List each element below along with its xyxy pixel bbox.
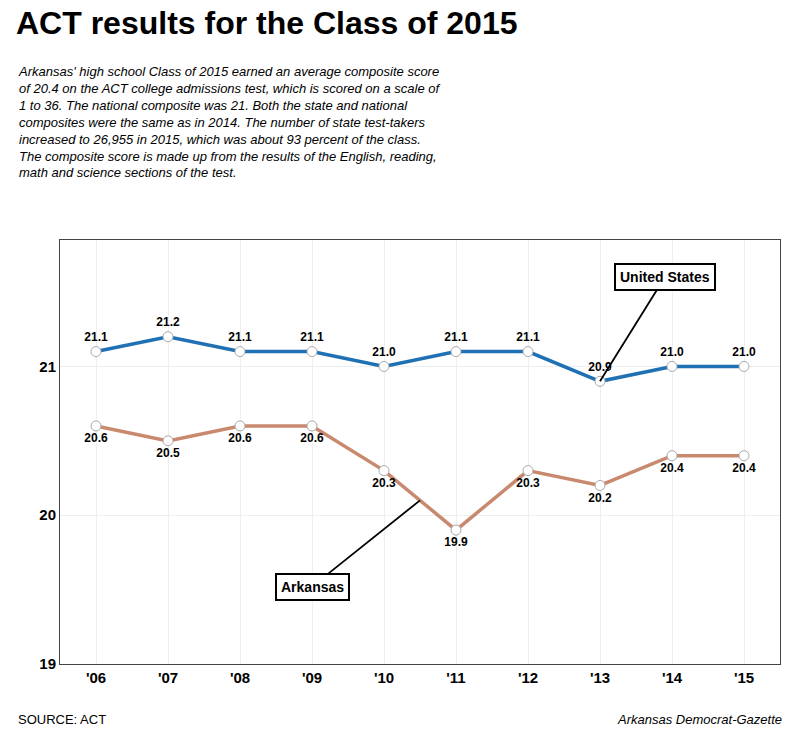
svg-text:'10: '10	[374, 669, 394, 686]
svg-text:21: 21	[39, 358, 56, 375]
svg-text:21.1: 21.1	[228, 330, 252, 344]
svg-text:21.1: 21.1	[84, 330, 108, 344]
svg-text:SOURCE: ACT: SOURCE: ACT	[18, 712, 106, 727]
svg-text:20.6: 20.6	[84, 431, 108, 445]
svg-text:'13: '13	[590, 669, 610, 686]
svg-text:Arkansas: Arkansas	[281, 579, 344, 595]
svg-text:19.9: 19.9	[444, 535, 468, 549]
svg-text:20.3: 20.3	[372, 476, 396, 490]
svg-text:20.6: 20.6	[228, 431, 252, 445]
svg-text:20.2: 20.2	[588, 491, 612, 505]
svg-text:20.4: 20.4	[660, 461, 684, 475]
svg-text:'07: '07	[158, 669, 178, 686]
svg-text:'11: '11	[446, 669, 465, 686]
svg-text:21.0: 21.0	[372, 345, 396, 359]
svg-text:'12: '12	[518, 669, 538, 686]
svg-text:20.3: 20.3	[516, 476, 540, 490]
svg-text:'15: '15	[734, 669, 754, 686]
svg-text:'06: '06	[86, 669, 106, 686]
svg-text:ACT results for the Class of 2: ACT results for the Class of 2015	[16, 5, 517, 41]
svg-text:'09: '09	[302, 669, 322, 686]
svg-text:20.6: 20.6	[300, 431, 324, 445]
svg-text:Arkansas Democrat-Gazette: Arkansas Democrat-Gazette	[617, 712, 782, 727]
svg-text:20.5: 20.5	[156, 446, 180, 460]
svg-text:21.1: 21.1	[516, 330, 540, 344]
svg-text:21.1: 21.1	[300, 330, 324, 344]
svg-text:21.2: 21.2	[156, 315, 180, 329]
svg-text:19: 19	[39, 655, 56, 672]
svg-text:'08: '08	[230, 669, 250, 686]
svg-text:21.0: 21.0	[732, 345, 756, 359]
svg-text:20.4: 20.4	[732, 461, 756, 475]
svg-text:21.0: 21.0	[660, 345, 684, 359]
svg-text:20: 20	[39, 506, 56, 523]
svg-text:20.9: 20.9	[588, 360, 612, 374]
svg-text:21.1: 21.1	[444, 330, 468, 344]
svg-text:United States: United States	[620, 269, 710, 285]
svg-text:Arkansas' high school Class of: Arkansas' high school Class of 2015 earn…	[18, 64, 440, 180]
svg-text:'14: '14	[662, 669, 683, 686]
